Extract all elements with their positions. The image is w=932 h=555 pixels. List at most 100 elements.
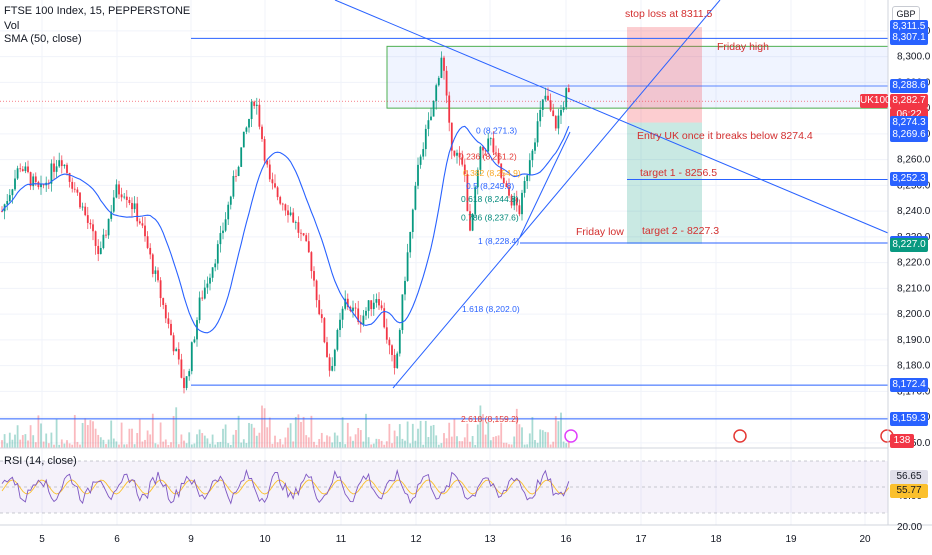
candle-body <box>268 164 271 180</box>
event-marker-icon[interactable] <box>733 429 747 443</box>
volume-bar <box>131 428 133 448</box>
candle-body <box>175 349 178 352</box>
candle-body <box>149 247 152 255</box>
fib-level-label: 0.786 (8,237.6) <box>461 212 519 222</box>
descending-trendline[interactable] <box>334 0 889 234</box>
candle-body <box>430 116 432 121</box>
sma-indicator-label[interactable]: SMA (50, close) <box>4 33 82 45</box>
candle-body <box>419 156 422 165</box>
volume-bar <box>547 432 549 448</box>
candle-body <box>495 152 497 154</box>
volume-bar <box>398 424 401 448</box>
volume-bar <box>341 417 344 448</box>
candle-body <box>237 166 240 177</box>
candle-body <box>294 222 297 223</box>
volume-bar <box>510 444 513 448</box>
candle-body <box>216 244 219 264</box>
volume-bar <box>339 441 341 448</box>
candle-body <box>391 345 393 355</box>
candle-body <box>284 204 287 211</box>
price-tag[interactable]: 8,274.3 <box>890 115 928 130</box>
fib-level-label: 0.618 (8,244.8) <box>461 194 519 204</box>
volume-bar <box>463 437 466 448</box>
candle-body <box>71 181 74 189</box>
volume-bar <box>32 435 35 448</box>
ascending-trendline[interactable] <box>392 0 721 389</box>
ascending-trendline-short[interactable] <box>519 131 571 238</box>
price-tag[interactable]: 8,269.6 <box>890 127 928 142</box>
price-tag[interactable]: 8,282.7 <box>890 94 928 109</box>
volume-bar <box>14 434 16 448</box>
price-tag[interactable]: 8,252.3 <box>890 172 928 187</box>
candle-body <box>461 157 464 165</box>
candle-body <box>357 308 360 322</box>
volume-bar <box>170 442 172 448</box>
volume-bar <box>248 422 250 448</box>
volume-bar <box>92 421 94 448</box>
candle-body <box>362 315 365 325</box>
volume-bar <box>409 443 412 448</box>
candle-body <box>133 203 136 210</box>
candle-body <box>201 297 204 299</box>
price-tag[interactable]: 8,307.1 <box>890 31 928 46</box>
price-tag[interactable]: 8,288.6 <box>890 78 928 93</box>
x-tick-label: 17 <box>635 534 647 545</box>
candle-body <box>50 163 53 184</box>
rsi-indicator-label[interactable]: RSI (14, close) <box>4 455 77 467</box>
candle-body <box>365 310 367 316</box>
candle-body <box>500 163 503 178</box>
candle-body <box>92 224 94 232</box>
candle-body <box>544 95 547 100</box>
candle-body <box>354 307 357 309</box>
volume-bar <box>162 441 165 448</box>
symbol-tag[interactable]: UK100 <box>860 94 891 109</box>
event-marker-icon[interactable] <box>564 429 578 443</box>
price-tag[interactable]: 8,159.3 <box>890 411 928 426</box>
candle-body <box>136 203 139 222</box>
price-tag[interactable]: 8,311.5 <box>890 20 928 35</box>
fib-level-label: 2.618 (8,159.2) <box>461 414 519 424</box>
volume-bar <box>432 424 435 448</box>
rsi-line <box>1 468 570 505</box>
volume-bar <box>97 434 100 448</box>
y-tick-label: 8,260.0 <box>897 155 931 166</box>
candle-body <box>476 169 479 188</box>
volume-bar <box>307 437 310 448</box>
candle-body <box>466 174 469 212</box>
volume-bar <box>294 417 297 448</box>
volume-bar <box>411 423 414 448</box>
volume-bar <box>357 428 360 448</box>
volume-bar <box>128 428 131 448</box>
volume-bar <box>430 425 432 448</box>
candle-body <box>258 104 261 127</box>
candle-body <box>463 164 466 175</box>
candle-body <box>34 176 37 182</box>
candle-body <box>170 323 172 336</box>
stop-loss-zone <box>627 27 702 123</box>
candle-body <box>255 104 258 106</box>
volume-bar <box>489 440 492 448</box>
candle-body <box>515 197 518 206</box>
fib-level-label: 0.236 (8,261.2) <box>459 152 517 162</box>
candle-body <box>118 184 120 195</box>
x-tick-label: 10 <box>259 534 271 545</box>
volume-bar <box>84 418 87 448</box>
candle-body <box>76 189 79 193</box>
volume-bar <box>219 441 222 448</box>
candle-body <box>479 146 482 170</box>
candle-body <box>128 199 131 204</box>
price-tag[interactable]: 8,172.4 <box>890 378 928 393</box>
candle-body <box>198 297 201 321</box>
volume-bar <box>328 436 331 448</box>
price-tag[interactable]: 8,227.0 <box>890 237 928 252</box>
candle-body <box>482 146 484 151</box>
candle-body <box>183 377 185 389</box>
candle-body <box>450 122 453 151</box>
volume-bar <box>245 443 248 448</box>
volume-indicator-label[interactable]: Vol <box>4 20 20 32</box>
volume-bar <box>258 432 261 448</box>
volume-bar <box>133 444 136 448</box>
candle-body <box>367 300 370 311</box>
